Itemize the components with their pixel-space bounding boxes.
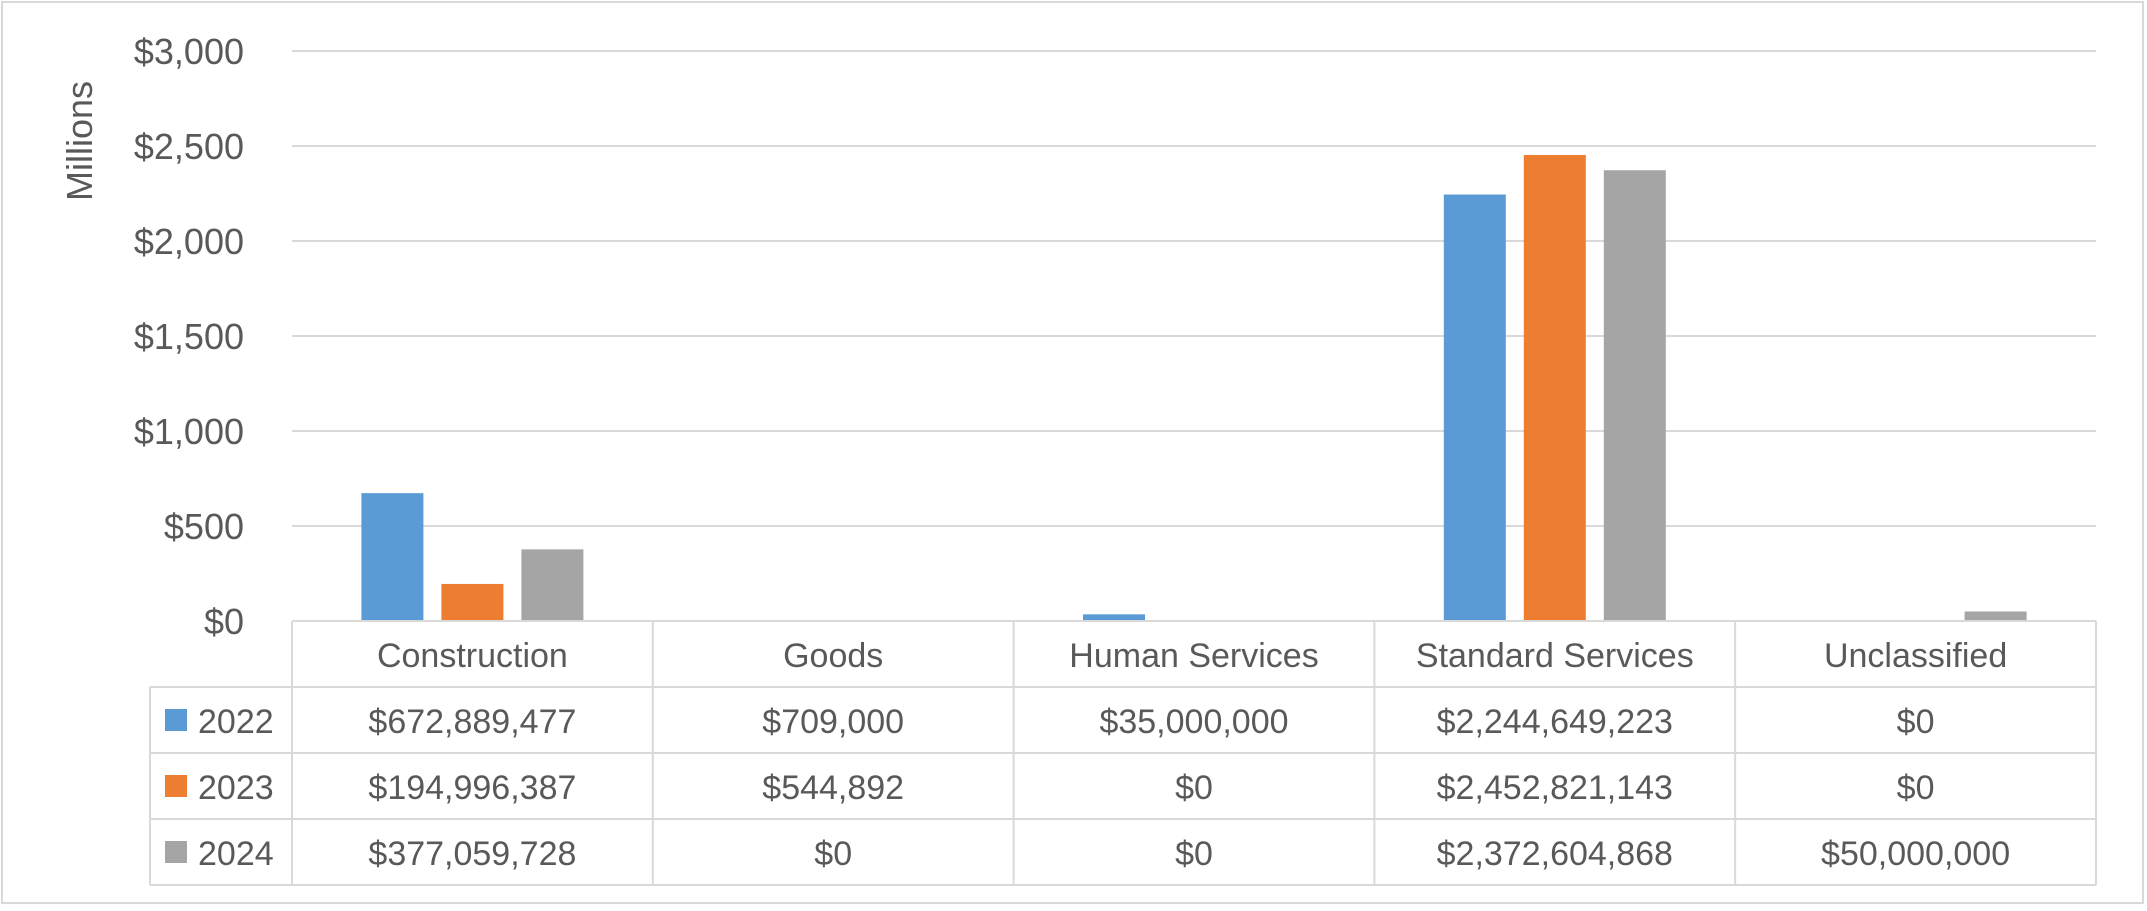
- y-tick-label: $2,000: [134, 221, 244, 262]
- data-table-cell: $544,892: [762, 769, 904, 807]
- y-tick-label: $2,500: [134, 126, 244, 167]
- legend-label: 2023: [198, 769, 274, 807]
- data-table-cell: $0: [1897, 769, 1935, 807]
- y-tick-label: $1,500: [134, 316, 244, 357]
- data-table-cell: $50,000,000: [1821, 835, 2010, 873]
- y-axis-label: Millions: [59, 81, 100, 201]
- bar-2022-construction: [361, 493, 423, 621]
- category-label: Construction: [377, 637, 568, 675]
- y-tick-label: $0: [204, 601, 244, 642]
- data-table-cell: $0: [1175, 835, 1213, 873]
- category-label: Goods: [783, 637, 883, 675]
- data-table-cell: $672,889,477: [368, 703, 576, 741]
- data-table-cell: $377,059,728: [368, 835, 576, 873]
- category-label: Standard Services: [1416, 637, 1694, 675]
- bar-2023-standard-services: [1524, 155, 1586, 621]
- legend-key-2024: [165, 841, 187, 863]
- data-table-cell: $35,000,000: [1099, 703, 1288, 741]
- category-label: Human Services: [1069, 637, 1318, 675]
- bars: [361, 155, 2026, 621]
- legend-label: 2024: [198, 835, 274, 873]
- data-table-cell: $0: [1897, 703, 1935, 741]
- legend-key-2023: [165, 775, 187, 797]
- y-axis-ticks: $0 $500 $1,000 $1,500 $2,000 $2,500 $3,000: [134, 31, 244, 642]
- data-table-cell: $0: [814, 835, 852, 873]
- bar-chart: $0 $500 $1,000 $1,500 $2,000 $2,500 $3,000 Mil…: [3, 3, 2146, 906]
- data-table-cell: $0: [1175, 769, 1213, 807]
- bar-2024-construction: [521, 549, 583, 621]
- data-table: Construction Goods Human Services Standard …: [150, 621, 2096, 885]
- y-tick-label: $500: [164, 506, 244, 547]
- gridlines: [292, 51, 2096, 621]
- legend-key-2022: [165, 709, 187, 731]
- legend-label: 2022: [198, 703, 274, 741]
- category-label: Unclassified: [1824, 637, 2007, 675]
- data-table-cell: $2,244,649,223: [1437, 703, 1673, 741]
- data-table-cell: $2,372,604,868: [1437, 835, 1673, 873]
- data-table-cell: $2,452,821,143: [1437, 769, 1673, 807]
- y-tick-label: $1,000: [134, 411, 244, 452]
- data-table-cell: $194,996,387: [368, 769, 576, 807]
- bar-2024-unclassified: [1965, 612, 2027, 622]
- bar-2022-standard-services: [1444, 195, 1506, 621]
- data-table-cell: $709,000: [762, 703, 904, 741]
- bar-2024-standard-services: [1604, 170, 1666, 621]
- bar-2023-construction: [441, 584, 503, 621]
- y-tick-label: $3,000: [134, 31, 244, 72]
